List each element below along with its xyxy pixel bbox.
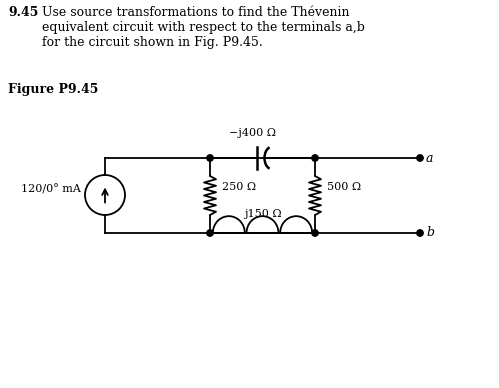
Circle shape	[312, 155, 318, 161]
Text: 120/0° mA: 120/0° mA	[21, 184, 81, 194]
Circle shape	[417, 230, 423, 236]
Circle shape	[207, 155, 213, 161]
Text: j150 Ω: j150 Ω	[244, 209, 281, 219]
Text: 250 Ω: 250 Ω	[222, 182, 256, 192]
Text: Figure P9.45: Figure P9.45	[8, 83, 98, 96]
Text: −j400 Ω: −j400 Ω	[229, 128, 276, 138]
Circle shape	[312, 230, 318, 236]
Text: a: a	[426, 151, 434, 165]
Text: Use source transformations to find the Thévenin
equivalent circuit with respect : Use source transformations to find the T…	[42, 6, 365, 49]
Circle shape	[417, 155, 423, 161]
Text: b: b	[426, 227, 434, 239]
Text: 500 Ω: 500 Ω	[327, 182, 361, 192]
Text: 9.45: 9.45	[8, 6, 38, 19]
Circle shape	[207, 230, 213, 236]
